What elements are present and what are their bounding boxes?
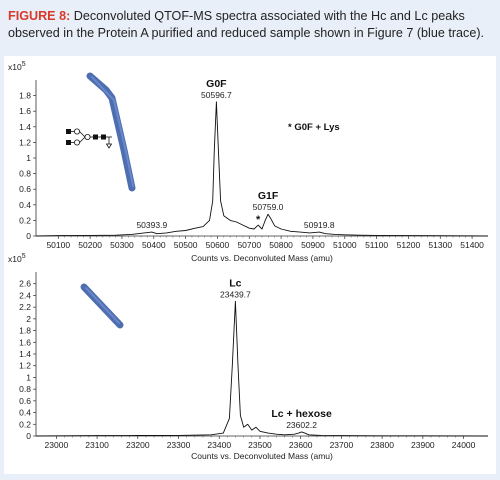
y-tick-label: 1	[26, 372, 31, 382]
y-tick-label: 0.6	[19, 396, 31, 406]
glycan-square-icon	[101, 134, 106, 140]
y-tick-label: 0.4	[19, 408, 31, 418]
peak-marker: *	[256, 214, 261, 226]
y-tick-label: 1.8	[19, 326, 31, 336]
y-tick-label: 2.2	[19, 302, 31, 312]
y-tick-label: 1	[26, 153, 31, 163]
y-tick-label: 2.6	[19, 279, 31, 289]
figure-caption-text: Deconvoluted QTOF-MS spectra associated …	[8, 9, 485, 40]
glycan-bond	[79, 131, 86, 138]
figure-caption: FIGURE 8: Deconvoluted QTOF-MS spectra a…	[8, 8, 492, 42]
x-tick-label: 50900	[301, 240, 325, 250]
spectrum-trace	[35, 300, 489, 437]
x-tick-label: 50400	[142, 240, 166, 250]
x-tick-label: 51300	[428, 240, 452, 250]
x-tick-label: 50100	[46, 240, 70, 250]
spectrum-trace	[35, 101, 489, 237]
x-tick-label: 23000	[45, 440, 69, 450]
glycan-circle-icon	[74, 128, 81, 135]
y-tick-label: 0.8	[19, 384, 31, 394]
x-tick-label: 50500	[174, 240, 198, 250]
peak-name-label: G0F	[206, 78, 227, 90]
glycan-circle-icon	[84, 133, 91, 140]
y-tick-label: 1.6	[19, 337, 31, 347]
y-tick-label: 0.4	[19, 200, 31, 210]
x-tick-label: 23900	[411, 440, 435, 450]
peak-mass-label: 23439.7	[220, 289, 251, 299]
x-tick-label: 23400	[207, 440, 231, 450]
glycan-square-icon	[93, 134, 98, 140]
x-tick-label: 51400	[460, 240, 484, 250]
x-tick-label: 50200	[78, 240, 102, 250]
y-scale-label: x105	[8, 253, 26, 264]
x-tick-label: 50300	[110, 240, 134, 250]
y-scale-label: x105	[8, 61, 26, 72]
x-tick-label: 24000	[452, 440, 476, 450]
x-tick-label: 23500	[248, 440, 272, 450]
y-tick-label: 0.2	[19, 215, 31, 225]
y-tick-label: 1.2	[19, 137, 31, 147]
x-tick-label: 51000	[333, 240, 357, 250]
y-tick-label: 1.4	[19, 349, 31, 359]
x-tick-label: 23100	[85, 440, 109, 450]
y-tick-label: 1.2	[19, 361, 31, 371]
y-tick-label: 0.6	[19, 184, 31, 194]
peak-mass-label: 50919.8	[304, 220, 335, 230]
y-tick-label: 1.8	[19, 91, 31, 101]
y-tick-label: 2	[26, 314, 31, 324]
peak-mass-label: 23602.2	[286, 420, 317, 430]
x-tick-label: 23600	[289, 440, 313, 450]
x-tick-label: 50800	[269, 240, 293, 250]
glycan-bond	[79, 136, 86, 143]
y-scale-exponent: 5	[22, 61, 26, 68]
glycan-square-icon	[66, 129, 71, 134]
glycan-square-icon	[66, 140, 71, 145]
x-tick-label: 50600	[206, 240, 230, 250]
y-scale-exponent: 5	[22, 253, 26, 260]
peak-mass-label: 50393.9	[136, 220, 167, 230]
glycan-fucose-icon	[105, 143, 113, 149]
x-axis-label: Counts vs. Deconvoluted Mass (amu)	[191, 253, 333, 263]
x-tick-label: 50700	[237, 240, 261, 250]
plot-area-background	[4, 56, 496, 474]
glycan-circle-icon	[74, 139, 81, 146]
y-tick-label: 0.8	[19, 169, 31, 179]
peak-mass-label: 50596.7	[201, 90, 232, 100]
y-tick-label: 0.2	[19, 419, 31, 429]
y-tick-label: 1.6	[19, 106, 31, 116]
peak-mass-label: 50759.0	[253, 202, 284, 212]
x-tick-label: 51100	[365, 240, 388, 250]
legend-note: * G0F + Lys	[288, 122, 340, 133]
x-tick-label: 23200	[126, 440, 150, 450]
x-tick-label: 23800	[370, 440, 394, 450]
peak-name-label: Lc	[229, 277, 241, 289]
y-tick-label: 2.4	[19, 290, 31, 300]
x-tick-label: 51200	[397, 240, 421, 250]
x-tick-label: 23300	[167, 440, 191, 450]
peak-name-label: Lc + hexose	[271, 408, 332, 420]
x-tick-label: 23700	[330, 440, 354, 450]
light-chain-highlight	[85, 287, 120, 324]
peak-name-label: G1F	[258, 190, 279, 202]
x-axis-label: Counts vs. Deconvoluted Mass (amu)	[191, 451, 333, 461]
figure-label: FIGURE 8:	[8, 9, 71, 23]
heavy-chain-highlight	[91, 76, 134, 187]
y-tick-label: 0	[26, 231, 31, 241]
y-tick-label: 1.4	[19, 122, 31, 132]
y-tick-label: 0	[26, 431, 31, 441]
